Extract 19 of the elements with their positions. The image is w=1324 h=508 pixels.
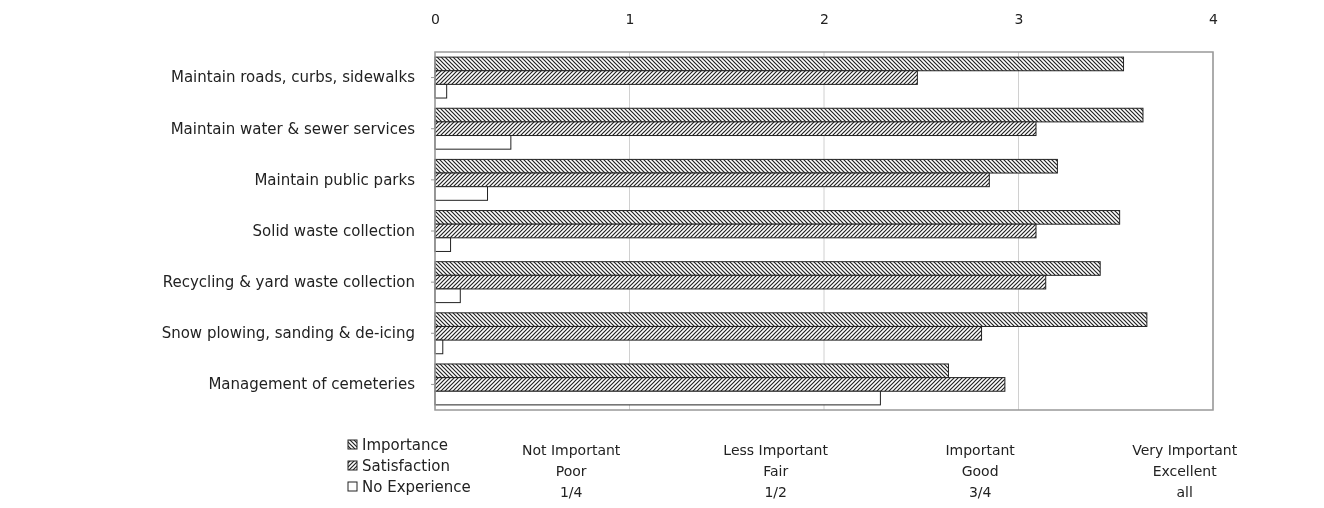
text: Not Important Poor 1/4 [521,442,621,500]
y-tick-label: Maintain public parks [254,170,416,189]
legend-label: Satisfaction [362,457,451,475]
x-tick-label: 1 [625,11,635,27]
y-tick-label: Recycling & yard waste collection [162,272,415,291]
y-tick-label: Maintain water & sewer services [170,119,416,138]
x-tick-label: 3 [1014,11,1024,27]
legend-label: No Experience [362,478,471,496]
y-tick-label: Management of cemeteries [208,375,416,394]
y-tick-label: Maintain roads, curbs, sidewalks [170,68,416,87]
text: Very Important Excellent all [1132,442,1238,500]
x-tick-label: 2 [820,11,829,27]
legend-label: Importance [362,436,448,454]
x-tick-label: 4 [1209,11,1219,27]
y-tick-label: Solid waste collection [252,221,415,240]
text: Important Good 3/4 [945,442,1016,500]
text: Less Important Fair 1/2 [723,442,829,500]
y-tick-label: Snow plowing, sanding & de-icing [161,324,415,343]
x-tick-label: 0 [431,11,440,27]
